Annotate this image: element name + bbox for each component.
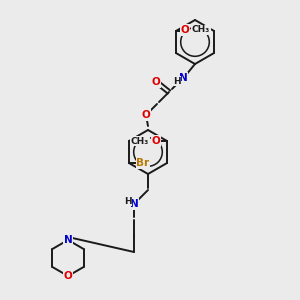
- Text: N: N: [130, 199, 138, 209]
- Text: N: N: [64, 235, 72, 245]
- Text: Br: Br: [136, 158, 149, 168]
- Text: O: O: [142, 110, 150, 120]
- Text: O: O: [152, 77, 160, 87]
- Text: O: O: [181, 25, 189, 35]
- Text: H: H: [124, 196, 132, 206]
- Text: O: O: [64, 271, 72, 281]
- Text: O: O: [152, 136, 161, 146]
- Text: CH₃: CH₃: [192, 26, 210, 34]
- Text: N: N: [178, 73, 188, 83]
- Text: H: H: [173, 76, 181, 85]
- Text: CH₃: CH₃: [131, 136, 149, 146]
